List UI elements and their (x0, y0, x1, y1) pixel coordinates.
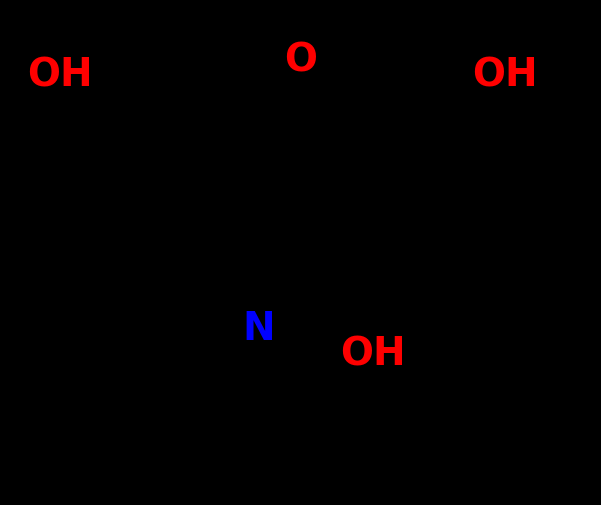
Text: OH: OH (27, 57, 93, 95)
Text: OH: OH (472, 57, 538, 95)
Text: O: O (284, 41, 317, 80)
Text: N: N (242, 309, 275, 347)
Text: OH: OH (340, 334, 406, 373)
